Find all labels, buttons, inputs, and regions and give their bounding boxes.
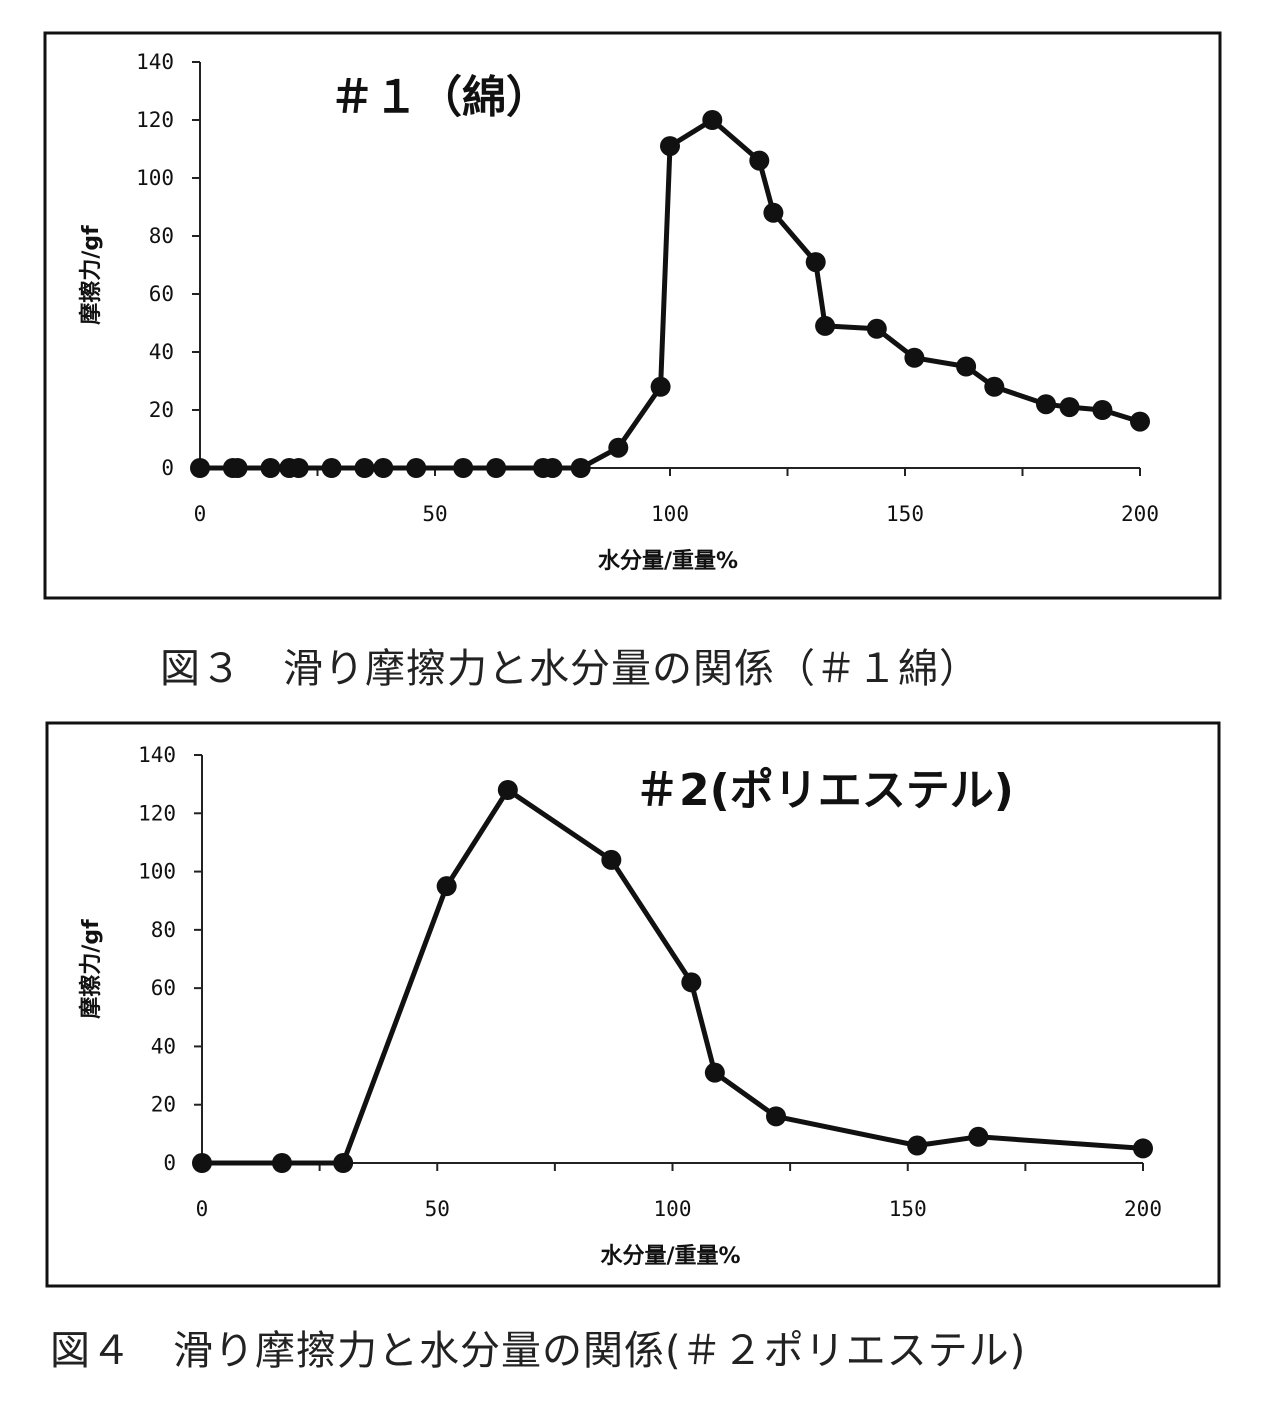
y-tick-label: 60 [149,282,174,306]
x-tick-label: 200 [1121,502,1159,526]
y-tick-label: 120 [138,801,176,825]
x-tick-label: 200 [1124,1197,1162,1221]
data-point [749,150,770,171]
y-axis-title: 摩擦力/gf [78,919,104,1019]
y-tick-label: 140 [136,50,174,74]
x-tick-label: 100 [651,502,689,526]
data-point [968,1126,989,1147]
y-axis-title: 摩擦力/gf [78,225,104,325]
chart-title: ＃2(ポリエステル) [635,765,1014,816]
y-tick-label: 140 [138,743,176,767]
data-point [1036,394,1056,415]
data-point [260,458,281,478]
y-tick-label: 40 [149,340,174,364]
x-tick-label: 0 [196,1197,209,1221]
data-point [608,437,629,458]
chart-title: ＃１（綿） [330,72,550,123]
data-point [1130,411,1150,432]
data-point [288,458,309,478]
figure-4: 0 20 40 60 80 100 120 140 0 50 100 150 200 水分量/重量% 摩擦力… [0,700,1280,1416]
y-tick-label: 100 [138,860,176,884]
data-point [1092,400,1113,420]
data-point [486,458,507,478]
data-point [453,458,474,478]
data-point [805,252,826,273]
y-tick-label: 0 [161,456,174,480]
x-tick-label: 50 [425,1197,450,1221]
series-line [202,787,1144,1166]
data-point [406,458,427,478]
data-point [815,315,836,336]
data-point [497,779,518,800]
chart-frame [43,31,1222,600]
figure-3: 0 20 40 60 80 100 120 140 0 50 100 150 200 水分量/重量% 摩擦力… [0,0,1280,700]
data-point [601,849,622,870]
x-tick-label: 50 [422,502,447,526]
x-tick-label: 150 [889,1197,927,1221]
data-point [192,1153,212,1173]
x-tick-label: 0 [194,502,207,526]
data-point [227,458,248,478]
data-point [321,458,342,478]
data-point [702,110,723,130]
data-point [984,376,1005,397]
chart-2-svg: 0 20 40 60 80 100 120 140 0 50 100 150 200 水分量/重量% 摩擦力… [45,721,1221,1288]
chart-1-svg: 0 20 40 60 80 100 120 140 0 50 100 150 200 水分量/重量% 摩擦力… [43,31,1222,600]
data-point [271,1153,292,1173]
data-point [907,1135,928,1156]
data-point [763,202,784,223]
data-point [704,1062,725,1083]
data-point [650,376,671,397]
y-tick-label: 20 [151,1093,176,1117]
data-point [1059,397,1080,418]
y-tick-label: 40 [151,1034,176,1058]
data-point [354,458,375,478]
y-tick-label: 80 [149,224,174,248]
figure-3-caption: 図３ 滑り摩擦力と水分量の関係（＃１綿） [160,646,980,692]
data-point [956,356,977,377]
data-point [660,136,680,157]
y-tick-label: 60 [151,976,176,1000]
y-tick-label: 80 [151,918,176,942]
data-point [570,458,591,478]
x-tick-label: 150 [886,502,924,526]
y-tick-label: 20 [149,398,174,422]
y-tick-label: 0 [163,1151,176,1175]
x-axis-title: 水分量/重量% [598,549,738,574]
data-point [866,318,887,339]
data-point [373,458,394,478]
x-axis-title: 水分量/重量% [600,1244,740,1269]
data-point [1133,1138,1153,1159]
data-point [436,876,457,897]
data-point [904,347,925,368]
y-tick-label: 120 [136,108,174,132]
data-point [190,458,210,478]
x-tick-label: 100 [654,1197,692,1221]
series-line [200,117,1141,471]
data-point [333,1153,354,1173]
data-point [766,1106,787,1127]
chart-frame [45,721,1221,1288]
y-tick-label: 100 [136,166,174,190]
data-point [542,458,563,478]
figure-4-caption: 図４ 滑り摩擦力と水分量の関係(＃２ポリエステル) [50,1328,1027,1374]
data-point [681,972,702,993]
